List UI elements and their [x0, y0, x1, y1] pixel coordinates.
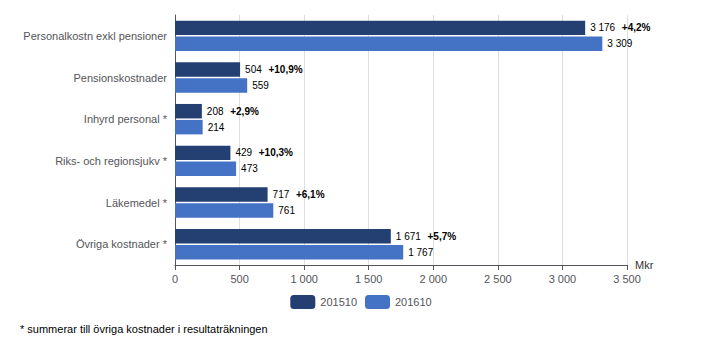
- svg-text:504: 504: [245, 64, 262, 75]
- svg-text:Pensionskostnader: Pensionskostnader: [73, 72, 167, 84]
- svg-text:1 000: 1 000: [290, 273, 318, 285]
- svg-text:3 500: 3 500: [613, 273, 641, 285]
- svg-text:Personalkostn exkl pensioner: Personalkostn exkl pensioner: [23, 30, 167, 42]
- svg-text:429: 429: [235, 147, 252, 158]
- svg-text:473: 473: [241, 163, 258, 174]
- svg-text:1 500: 1 500: [355, 273, 383, 285]
- svg-text:Övriga kostnader *: Övriga kostnader *: [76, 238, 168, 250]
- svg-text:717: 717: [273, 189, 290, 200]
- svg-text:Mkr: Mkr: [635, 259, 654, 271]
- svg-text:+10,3%: +10,3%: [259, 147, 293, 158]
- svg-text:201610: 201610: [395, 296, 432, 308]
- svg-text:559: 559: [252, 80, 269, 91]
- svg-text:+2,9%: +2,9%: [230, 106, 259, 117]
- svg-text:* summerar till övriga kostnad: * summerar till övriga kostnader i resul…: [20, 323, 268, 335]
- svg-text:761: 761: [278, 205, 295, 216]
- svg-text:1 767: 1 767: [408, 247, 433, 258]
- svg-text:3 000: 3 000: [549, 273, 577, 285]
- svg-text:2 500: 2 500: [484, 273, 512, 285]
- svg-text:Riks- och regionsjukv *: Riks- och regionsjukv *: [55, 155, 168, 167]
- svg-text:3 176: 3 176: [590, 22, 615, 33]
- svg-text:3 309: 3 309: [607, 38, 632, 49]
- svg-text:+6,1%: +6,1%: [296, 189, 325, 200]
- svg-text:+5,7%: +5,7%: [427, 231, 456, 242]
- svg-text:+4,2%: +4,2%: [622, 22, 651, 33]
- svg-text:2 000: 2 000: [420, 273, 448, 285]
- svg-text:Inhyrd personal *: Inhyrd personal *: [84, 113, 168, 125]
- svg-text:201510: 201510: [320, 296, 357, 308]
- svg-text:+10,9%: +10,9%: [268, 64, 302, 75]
- svg-text:208: 208: [207, 106, 224, 117]
- svg-text:500: 500: [230, 273, 248, 285]
- svg-text:214: 214: [208, 122, 225, 133]
- svg-text:Läkemedel *: Läkemedel *: [106, 197, 168, 209]
- svg-text:1 671: 1 671: [396, 231, 421, 242]
- svg-text:0: 0: [172, 273, 178, 285]
